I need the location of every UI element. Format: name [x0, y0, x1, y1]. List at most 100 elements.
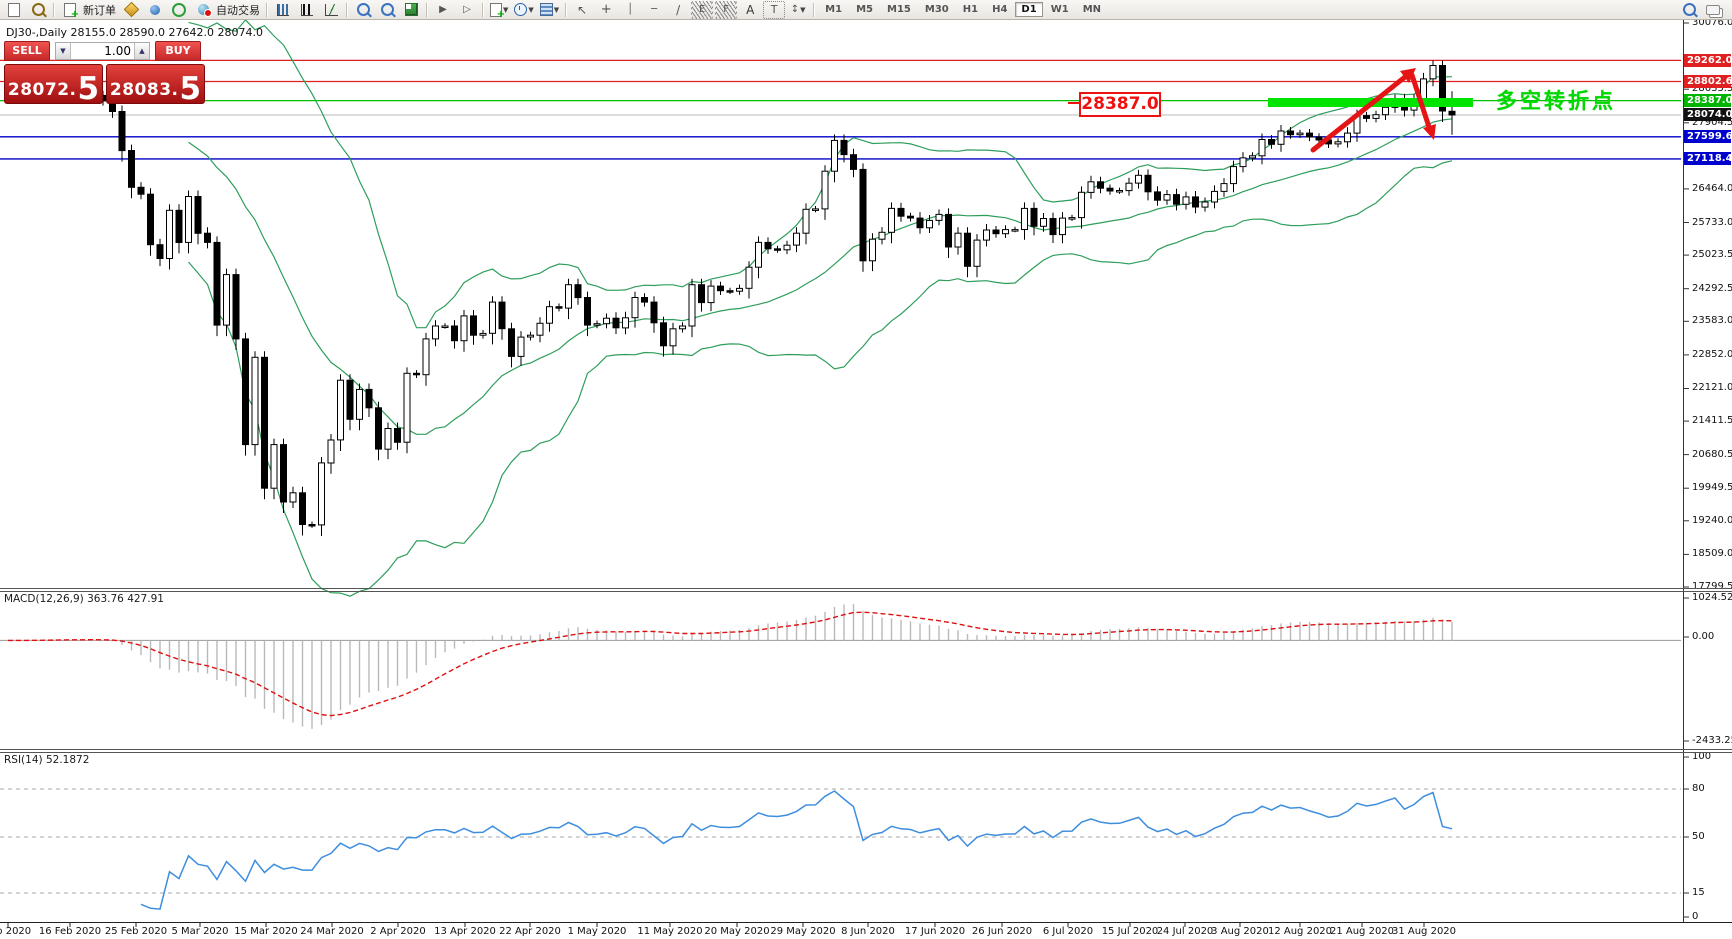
date-tick: 26 Jun 2020 [971, 926, 1033, 937]
zoom-out-icon[interactable] [376, 1, 398, 19]
date-tick: 5 Mar 2020 [171, 926, 229, 937]
date-tick: 6 Jul 2020 [1042, 926, 1094, 937]
volume-stepper: ▼ ▲ [55, 41, 150, 60]
new-order-icon[interactable]: + [59, 1, 81, 19]
cursor-icon[interactable]: ↖ [577, 2, 588, 17]
price-axis-line [1683, 20, 1684, 923]
signals-icon[interactable] [168, 1, 190, 19]
rsi-tick: 80 [1692, 783, 1705, 794]
toolbar-separator [426, 2, 428, 17]
trendline-icon[interactable]: / [676, 2, 681, 17]
price-tick: 21411.5 [1692, 415, 1732, 427]
price-tick: 30076.0 [1692, 17, 1732, 28]
textbox-tool-icon[interactable]: T [763, 0, 786, 19]
sell-price-display[interactable]: 28072. 5 [4, 64, 103, 105]
date-tick: 15 Jul 2020 [1101, 926, 1159, 937]
tile-windows-icon[interactable] [400, 1, 422, 19]
price-tick: 27904.5 [1692, 116, 1732, 128]
crosshair-icon[interactable]: + [600, 2, 612, 17]
toolbar-separator [266, 2, 268, 17]
price-badge-current: 28074.0 [1684, 108, 1732, 122]
price-tick: 18509.0 [1692, 548, 1732, 560]
level-annotation-box[interactable]: 28387.0 [1079, 92, 1161, 117]
date-tick: Feb 2020 [0, 926, 32, 937]
tf-w1[interactable]: W1 [1050, 4, 1069, 15]
market-depth-icon[interactable] [120, 1, 142, 19]
line-chart-icon[interactable] [320, 1, 342, 19]
chart-profile-icon[interactable] [27, 1, 49, 19]
pane-separator[interactable] [0, 749, 1732, 750]
tf-m1[interactable]: M1 [825, 4, 843, 15]
date-tick: 2 Apr 2020 [370, 926, 426, 937]
bar-chart-icon[interactable] [272, 1, 294, 19]
volume-decrease-button[interactable]: ▼ [56, 42, 71, 59]
add-indicator-icon[interactable]: + ▼ [488, 1, 510, 19]
chat-icon[interactable] [1702, 1, 1724, 19]
tf-mn[interactable]: MN [1082, 4, 1102, 15]
template-dropdown-icon[interactable]: ▼ [538, 1, 561, 19]
candlestick-chart-icon[interactable] [296, 1, 318, 19]
fibonacci-icon[interactable]: E [691, 0, 714, 19]
price-badge-green: 28387.0 [1684, 94, 1732, 108]
autotrade-button[interactable]: 自动交易 [216, 3, 260, 17]
price-tick: 19949.5 [1692, 482, 1732, 494]
tf-m30[interactable]: M30 [924, 4, 949, 15]
level-annotation-dash [1068, 102, 1079, 104]
arrows-tool-icon[interactable]: ↕ ▼ [790, 4, 806, 15]
search-icon[interactable] [1678, 1, 1700, 19]
chart-shift-icon[interactable]: ▷ [463, 4, 471, 15]
macd-tick: -2433.25 [1692, 735, 1732, 746]
date-tick: 21 Aug 2020 [1329, 926, 1395, 937]
auto-scroll-icon[interactable]: ▶ [439, 4, 447, 15]
price-tick: 23583.0 [1692, 315, 1732, 327]
rsi-tick: 50 [1692, 831, 1705, 842]
date-tick: 16 Feb 2020 [38, 926, 102, 937]
macd-label: MACD(12,26,9) 363.76 427.91 [4, 593, 164, 605]
date-tick: 12 Aug 2020 [1267, 926, 1333, 937]
price-badge-red: 29262.0 [1684, 53, 1732, 67]
volume-input[interactable] [71, 42, 134, 59]
price-badge-blue: 27118.4 [1684, 152, 1732, 166]
rsi-label: RSI(14) 52.1872 [4, 754, 90, 766]
channel-icon[interactable]: F [715, 0, 738, 19]
sell-button[interactable]: SELL [4, 40, 50, 61]
date-tick: 8 Jun 2020 [841, 926, 895, 937]
pane-separator[interactable] [0, 588, 1732, 589]
date-tick: 24 Jul 2020 [1156, 926, 1214, 937]
market-watch-icon[interactable] [144, 1, 166, 19]
tf-h1[interactable]: H1 [962, 4, 979, 15]
macd-tick: 0.00 [1692, 631, 1715, 642]
period-dropdown-icon[interactable]: ▼ [512, 1, 535, 19]
date-tick: 15 Mar 2020 [234, 926, 298, 937]
autotrade-icon[interactable] [192, 1, 214, 19]
date-tick: 13 Apr 2020 [434, 926, 496, 937]
tf-m15[interactable]: M15 [887, 4, 911, 15]
vertical-line-icon[interactable]: │ [627, 4, 634, 15]
pane-separator [0, 591, 1732, 592]
rsi-tick: 15 [1692, 887, 1705, 898]
tf-d1[interactable]: D1 [1015, 2, 1043, 17]
buy-button[interactable]: BUY [155, 40, 201, 61]
tf-h4[interactable]: H4 [992, 4, 1008, 15]
toolbar-separator [346, 2, 348, 17]
buy-price-display[interactable]: 28083. 5 [106, 64, 205, 105]
chart-symbol-info: DJ30-,Daily 28155.0 28590.0 27642.0 2807… [6, 26, 263, 39]
price-tick: 24292.5 [1692, 282, 1732, 294]
turning-point-label: 多空转折点 [1496, 89, 1616, 113]
text-tool-icon[interactable]: A [746, 2, 755, 17]
volume-increase-button[interactable]: ▲ [134, 42, 149, 59]
horizontal-line-icon[interactable]: ─ [651, 4, 658, 15]
zoom-in-icon[interactable] [352, 1, 374, 19]
toolbar-separator [813, 2, 816, 17]
price-badge-red: 28802.6 [1684, 75, 1732, 88]
date-tick: 29 May 2020 [770, 926, 836, 937]
toolbar-separator [53, 2, 55, 17]
new-order-button[interactable]: 新订单 [83, 3, 116, 17]
new-chart-icon[interactable] [3, 1, 25, 19]
tf-m5[interactable]: M5 [856, 4, 874, 15]
price-tick: 22852.0 [1692, 348, 1732, 360]
time-axis-line [0, 922, 1732, 923]
price-tick: 25733.0 [1692, 216, 1732, 228]
price-tick: 20680.5 [1692, 448, 1732, 460]
